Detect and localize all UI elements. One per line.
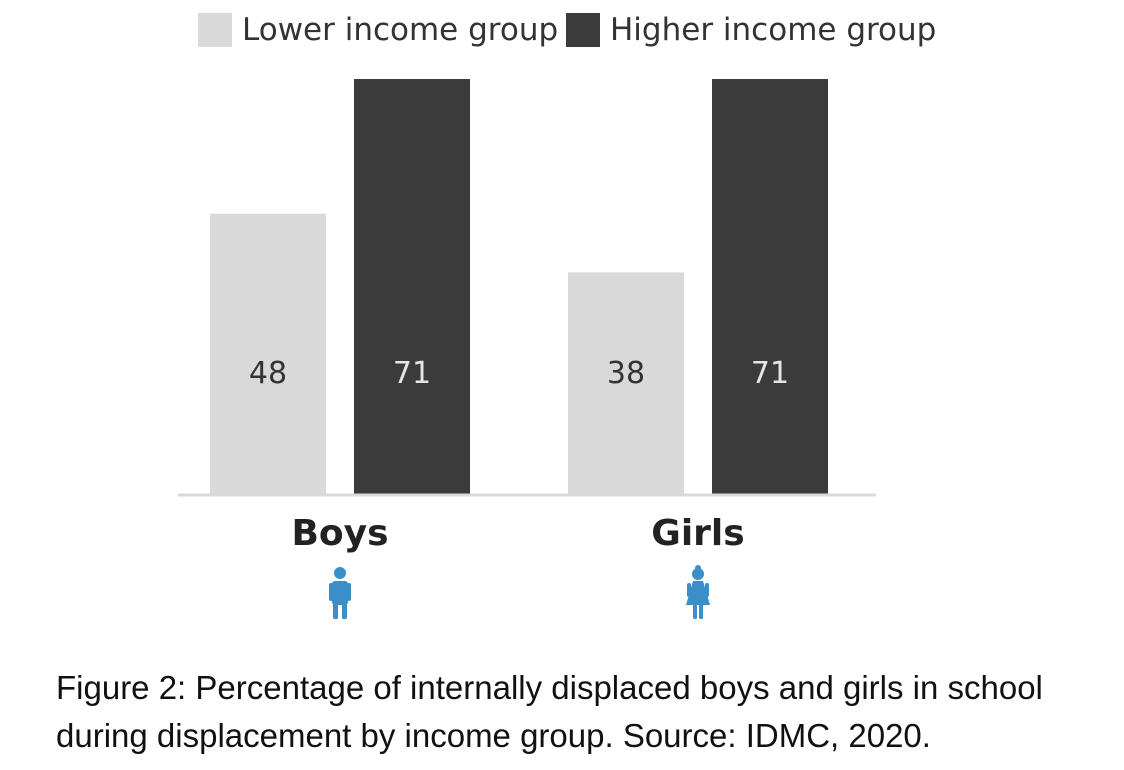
bar-value-label-girls-higher-income: 71	[751, 356, 789, 391]
legend: Lower income group Higher income group	[198, 12, 936, 48]
bar-girls-higher-income	[712, 79, 828, 495]
boy-icon	[329, 567, 351, 619]
legend-label-lower-income: Lower income group	[242, 12, 558, 48]
legend-swatch-higher-income	[566, 13, 600, 47]
bar-boys-lower-income	[210, 213, 326, 495]
legend-swatch-lower-income	[198, 13, 232, 47]
bar-chart: Lower income group Higher income group 48…	[178, 12, 936, 619]
bar-boys-higher-income	[354, 79, 470, 495]
legend-label-higher-income: Higher income group	[610, 12, 936, 48]
category-icons	[329, 565, 710, 619]
category-label-boys: Boys	[291, 513, 388, 554]
category-label-girls: Girls	[651, 513, 744, 554]
category-labels: Boys Girls	[291, 513, 744, 554]
bars: 48 71 38 71	[210, 79, 828, 495]
figure-caption: Figure 2: Percentage of internally displ…	[56, 669, 1043, 754]
girl-icon	[686, 565, 710, 619]
bar-girls-lower-income	[568, 272, 684, 495]
bar-value-label-boys-higher-income: 71	[393, 356, 431, 391]
bar-value-label-girls-lower-income: 38	[607, 356, 645, 391]
bar-value-label-boys-lower-income: 48	[249, 356, 287, 391]
